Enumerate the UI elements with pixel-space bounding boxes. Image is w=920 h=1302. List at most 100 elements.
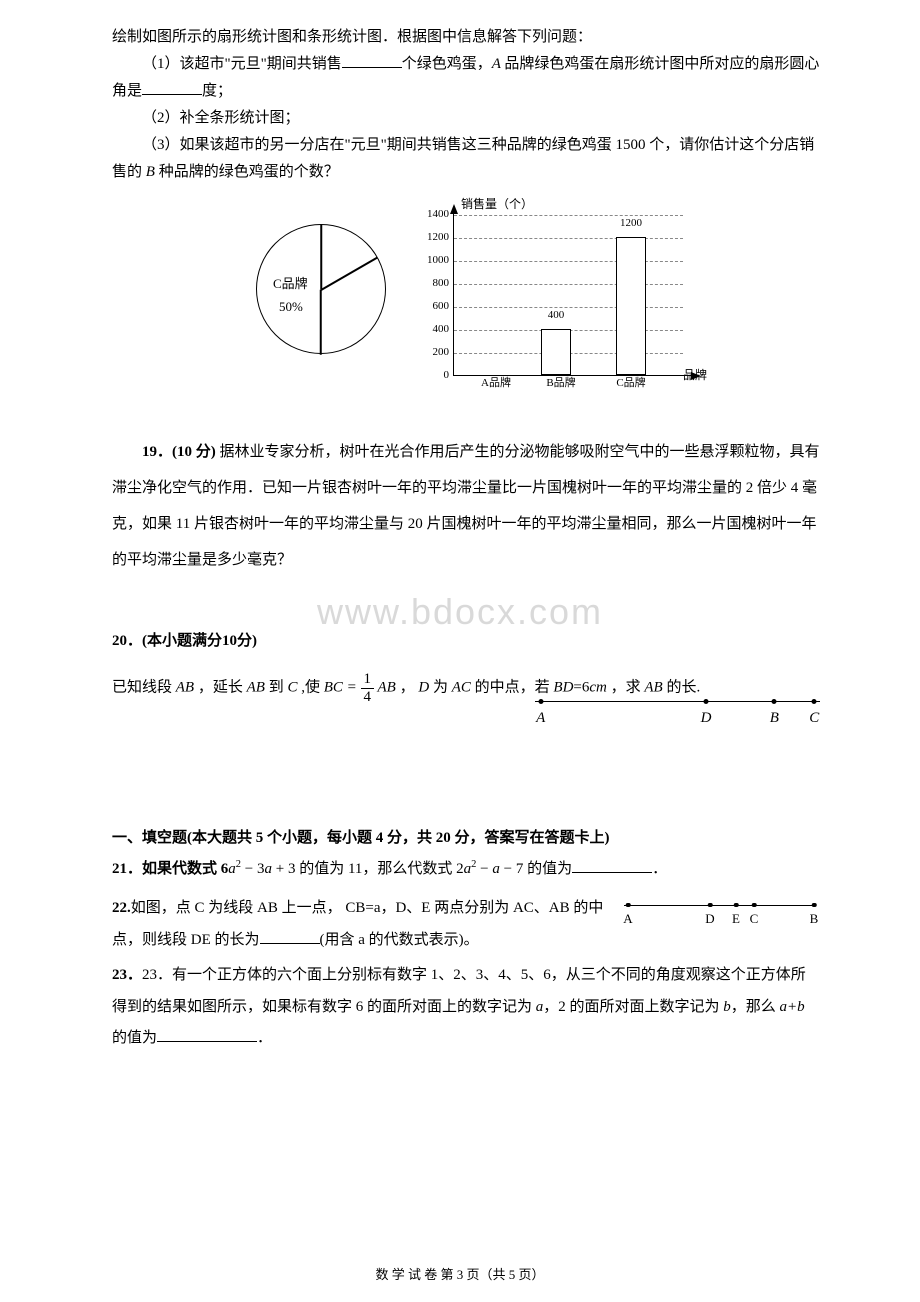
g7 [454,215,683,216]
t: 个绿色鸡蛋， [402,56,492,72]
blank [157,1027,257,1042]
fill-section: 一、填空题(本大题共 5 个小题，每小题 4 分，共 20 分，答案写在答题卡上… [112,825,820,1055]
t: ， [400,679,419,695]
lbl-e: E [732,907,740,930]
q18-sub1: （1）该超市"元旦"期间共销售个绿色鸡蛋，A 品牌绿色鸡蛋在扇形统计图中所对应的… [112,51,820,105]
t: − 3 [241,861,264,877]
a: a [228,861,236,877]
t: + 3 的值为 11，那么代数式 2 [272,861,464,877]
q18-sub3: （3）如果该超市的另一分店在"元旦"期间共销售这三种品牌的绿色鸡蛋 1500 个… [112,132,820,186]
pt-c [812,699,817,704]
lbl-d: D [701,705,712,732]
bar-b [541,329,571,375]
yt5: 1000 [421,251,449,271]
t: （1）该超市"元旦"期间共销售 [142,56,342,72]
xc-b: B品牌 [536,374,586,394]
seg-line [535,701,820,702]
t: ，那么 [731,999,780,1015]
t: 为 [433,679,452,695]
yt6: 1200 [421,228,449,248]
pie-chart: C品牌 50% [231,194,411,384]
pt-d [704,699,709,704]
yt2: 400 [421,320,449,340]
brand-b: B [146,164,155,180]
t: 度； [202,83,232,99]
blank-total [342,53,402,68]
pie-label-c: C品牌 50% [273,272,308,319]
t: 21．如果代数式 6 [112,861,228,877]
lbl-c: C [750,907,759,930]
t: 种品牌的绿色鸡蛋的个数？ [155,164,339,180]
t: − 7 的值为 [500,861,572,877]
lbl-b: B [770,705,779,732]
ab: a+b [780,999,805,1015]
blank [572,858,652,873]
q22-text: 22.如图，点 C 为线段 AB 上一点， CB=a，D、E 两点分别为 AC、… [112,893,614,956]
lbl-a: A [536,705,545,732]
arrow-up-icon [450,204,458,214]
frac: 14 [361,671,375,705]
q20: 20．(本小题满分10分) 已知线段 AB ，延长 AB 到 C ,使 BC =… [112,628,820,705]
yt0: 0 [421,366,449,386]
lead: 22. [112,900,131,916]
pt-a [538,699,543,704]
bar-c-val: 1200 [620,214,642,234]
charts-row: C品牌 50% 销售量（个） 品牌 0 200 400 600 800 1000… [112,194,820,394]
g5 [454,261,683,262]
t: ． [257,1030,272,1046]
ab: AB [374,679,400,695]
a: a [264,861,272,877]
q18-intro: 绘制如图所示的扇形统计图和条形统计图．根据图中信息解答下列问题： [112,24,820,51]
x-title: 品牌 [683,365,707,387]
lbl-b: B [810,907,819,930]
t: ． [652,861,667,877]
fill-header: 一、填空题(本大题共 5 个小题，每小题 4 分，共 20 分，答案写在答题卡上… [112,825,820,852]
g6 [454,238,683,239]
xc-c: C品牌 [606,374,656,394]
c: C [287,679,301,695]
blank-angle [142,80,202,95]
lbl: C品牌 [273,276,308,291]
yt1: 200 [421,343,449,363]
q19: 19．(10 分) 据林业专家分析，树叶在光合作用后产生的分泌物能够吸附空气中的… [112,434,820,578]
q19-text: 19．(10 分) 据林业专家分析，树叶在光合作用后产生的分泌物能够吸附空气中的… [112,434,820,578]
pt-b [772,699,777,704]
g4 [454,284,683,285]
num: 1 [361,671,375,689]
q20-row: 已知线段 AB ，延长 AB 到 C ,使 BC = 14 AB ， D 为 A… [112,665,820,705]
yt4: 800 [421,274,449,294]
lbl-c: C [809,705,819,732]
yt3: 600 [421,297,449,317]
pie-radius-2 [320,290,322,355]
q19-body: 据林业专家分析，树叶在光合作用后产生的分泌物能够吸附空气中的一些悬浮颗粒物，具有… [112,444,820,568]
brand-a: A [492,56,505,72]
q20-title: 20．(本小题满分10分) [112,628,820,655]
q19-lead: 19．(10 分) [142,444,216,460]
segment-diagram: A D B C [535,693,820,719]
t: − [476,861,492,877]
xc-a: A品牌 [471,374,521,394]
y-title: 销售量（个） [461,194,533,216]
a: a [492,861,500,877]
bar-chart: 销售量（个） 品牌 0 200 400 600 800 1000 1200 14… [421,194,701,394]
q21: 21．如果代数式 6a2 − 3a + 3 的值为 11，那么代数式 2a2 −… [112,856,820,883]
q22-diagram: A D E C B [620,895,820,919]
line [624,905,816,906]
lead: 23． [112,967,142,983]
t: ，延长 [198,679,247,695]
pie-radius-1 [320,225,322,290]
yt7: 1400 [421,205,449,225]
page-content: 绘制如图所示的扇形统计图和条形统计图．根据图中信息解答下列问题： （1）该超市"… [112,24,820,1055]
ac: AC [452,679,475,695]
blank [260,929,320,944]
q22: 22.如图，点 C 为线段 AB 上一点， CB=a，D、E 两点分别为 AC、… [112,893,820,956]
d: D [418,679,433,695]
q18-sub2: （2）补全条形统计图； [112,105,820,132]
den: 4 [361,689,375,706]
lbl-a: A [623,907,632,930]
t: 已知线段 [112,679,176,695]
ab: AB [176,679,198,695]
t: ，2 的面所对面上数字记为 [543,999,723,1015]
t: ,使 [301,679,324,695]
eq: BC = [324,679,361,695]
